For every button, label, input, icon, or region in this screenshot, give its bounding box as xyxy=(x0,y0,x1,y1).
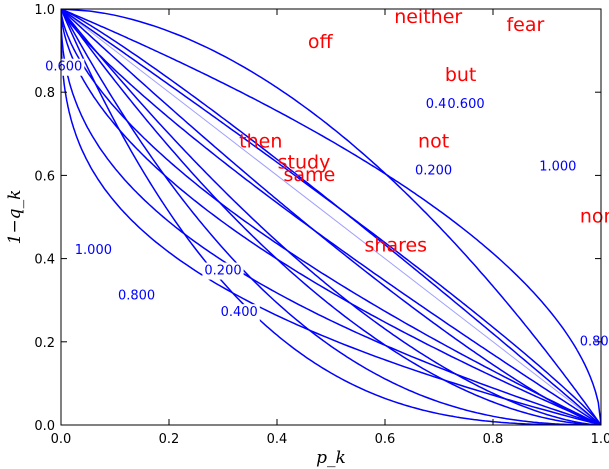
y-tick-label: 1.0 xyxy=(34,3,55,18)
word-study: study xyxy=(278,151,331,173)
contour-label-5: 1.000 xyxy=(539,160,576,175)
contour-line-lower-11 xyxy=(61,9,601,425)
word-but: but xyxy=(445,64,477,86)
y-tick-label: 0.8 xyxy=(34,86,55,101)
x-tick-label: 0.6 xyxy=(375,432,396,447)
contour-label-12: 1.000 xyxy=(75,243,112,258)
word-off: off xyxy=(308,31,334,53)
contour-line-lower-9 xyxy=(61,9,601,425)
contour-labels: 0.4000.2000.6001.0000.8000.4000.2000.800… xyxy=(43,58,609,351)
y-tick-label: 0.2 xyxy=(34,336,55,351)
contour-line-lower-10 xyxy=(61,9,601,425)
diagonal-line xyxy=(60,8,602,426)
contour-line-lower-7 xyxy=(61,9,601,425)
contour-label-3: 0.200 xyxy=(415,164,452,179)
contour-label-10: 0.200 xyxy=(204,264,241,279)
y-axis-label: 1−q_k xyxy=(5,190,25,245)
contour-label-13: 0.600 xyxy=(45,60,82,75)
x-axis-label: p_k xyxy=(316,448,346,468)
word-same: same xyxy=(284,164,336,186)
word-fear: fear xyxy=(506,14,544,36)
plot-frame xyxy=(60,8,602,426)
contour-line-upper-1 xyxy=(61,9,601,425)
x-axis-ticks: 0.0 0.2 0.4 0.6 0.8 1.0 xyxy=(51,9,609,447)
contour-line-lower-12 xyxy=(61,9,601,425)
contour-line-lower-13 xyxy=(61,9,601,425)
y-tick-label: 0.4 xyxy=(34,253,55,268)
contour-line-upper-2 xyxy=(61,9,601,425)
y-axis-ticks: 0.0 0.2 0.4 0.6 0.8 1.0 xyxy=(34,3,601,434)
contour-line-upper-3 xyxy=(61,9,601,425)
x-tick-label: 0.0 xyxy=(51,432,72,447)
contour-label-4: 0.600 xyxy=(447,97,484,112)
word-neither: neither xyxy=(394,6,462,28)
contour-label-11: 0.800 xyxy=(118,289,155,304)
contour-line-upper-5 xyxy=(61,9,601,425)
word-then: then xyxy=(239,131,282,153)
word-nor: nor xyxy=(580,206,609,228)
contour-label-6: 0.800 xyxy=(580,334,609,349)
x-tick-label: 0.4 xyxy=(267,432,288,447)
x-tick-label: 1.0 xyxy=(591,432,609,447)
x-tick-label: 0.8 xyxy=(483,432,504,447)
word-shares: shares xyxy=(365,235,428,257)
x-tick-label: 0.2 xyxy=(159,432,180,447)
word-not: not xyxy=(418,131,449,153)
contour-line-upper-4 xyxy=(61,9,601,425)
contour-line-lower-8 xyxy=(61,9,601,425)
contour-line-upper-6 xyxy=(61,9,601,425)
contour-label-9: 0.400 xyxy=(221,305,258,320)
y-tick-label: 0.6 xyxy=(34,169,55,184)
y-tick-label: 0.0 xyxy=(34,419,55,434)
contour-lines xyxy=(61,9,601,425)
